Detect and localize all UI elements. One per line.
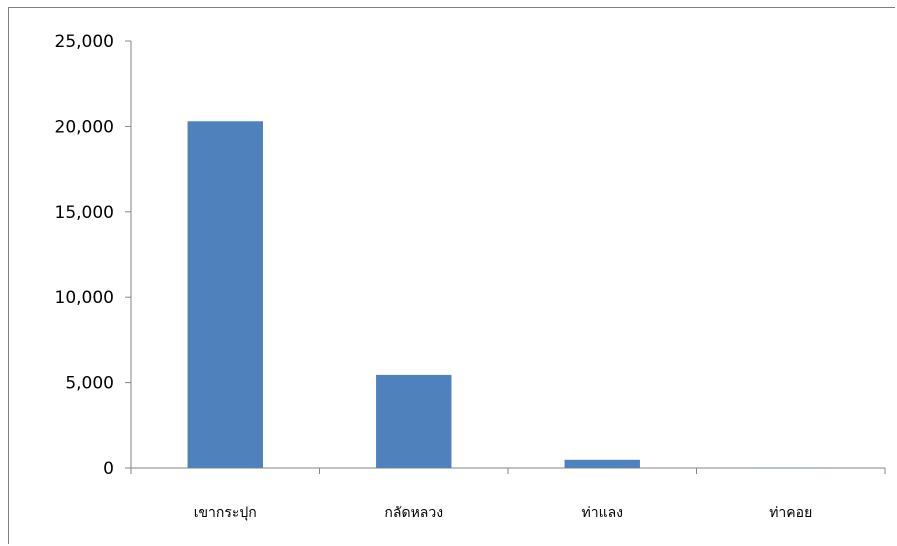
x-axis: เขากระปุก กลัดหลวง ท่าแลง ท่าคอย bbox=[130, 467, 886, 521]
y-tick-label: 10,000 bbox=[55, 288, 114, 308]
bars bbox=[187, 121, 829, 468]
chart-frame bbox=[8, 7, 895, 544]
x-category-label: ท่าแลง bbox=[581, 505, 623, 521]
x-category-label: กลัดหลวง bbox=[384, 505, 443, 521]
y-tick-label: 0 bbox=[103, 459, 114, 479]
y-tick-label: 20,000 bbox=[55, 117, 114, 137]
y-tick-label: 5,000 bbox=[65, 374, 114, 394]
bar bbox=[376, 374, 452, 468]
x-category-label: เขากระปุก bbox=[194, 505, 257, 521]
bar bbox=[187, 121, 263, 468]
x-category-label: ท่าคอย bbox=[769, 505, 812, 521]
y-tick-label: 15,000 bbox=[55, 203, 114, 223]
bar bbox=[564, 459, 640, 468]
y-tick-label: 25,000 bbox=[55, 32, 114, 52]
y-axis: 0 5,000 10,000 15,000 20,000 25,000 bbox=[55, 32, 132, 479]
